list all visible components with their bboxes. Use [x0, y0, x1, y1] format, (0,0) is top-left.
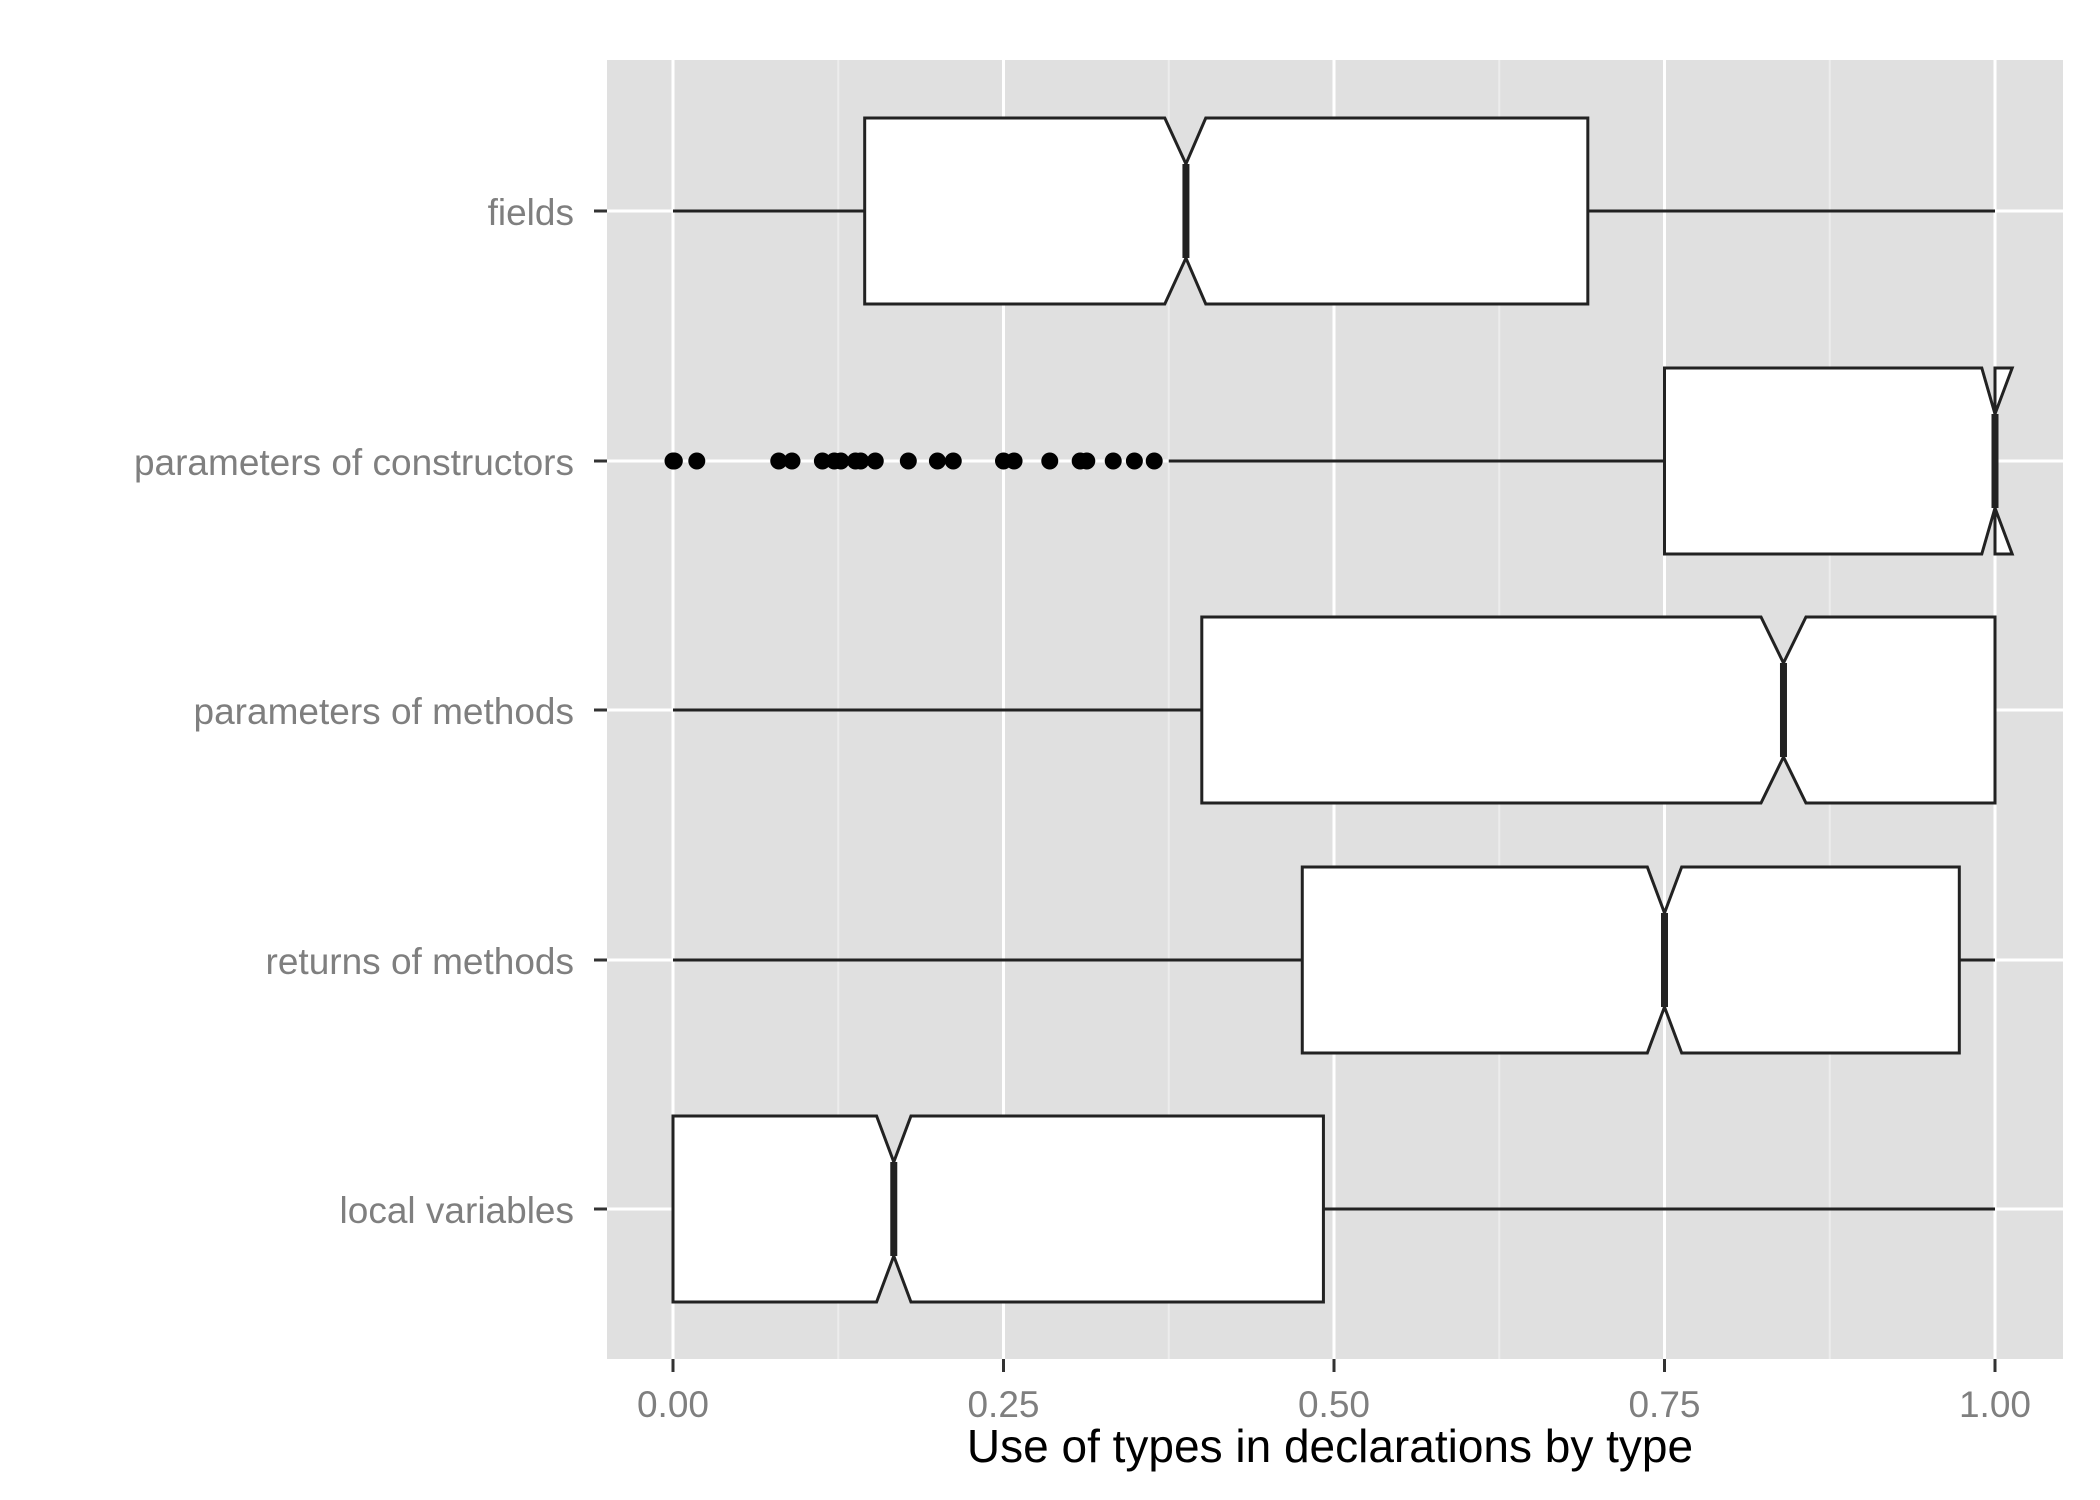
- y-tick-label: fields: [488, 192, 574, 233]
- outlier-point: [1005, 452, 1023, 470]
- box-body: [671, 1114, 1325, 1304]
- outlier-point: [1078, 452, 1096, 470]
- box-body: [1300, 865, 1961, 1055]
- outlier-point: [944, 452, 962, 470]
- box-returns-of-methods: [673, 865, 1995, 1055]
- box-body: [1200, 615, 1997, 805]
- x-tick-label: 0.75: [1628, 1384, 1700, 1425]
- outlier-point: [866, 452, 884, 470]
- x-axis: 0.00 0.25 0.50 0.75 1.00: [637, 1359, 2031, 1425]
- box-parameters-of-constructors: [664, 366, 2015, 556]
- outlier-point: [832, 452, 850, 470]
- outlier-point: [813, 452, 831, 470]
- y-tick-label: returns of methods: [266, 941, 574, 982]
- y-tick-label: parameters of constructors: [134, 442, 574, 483]
- outlier-point: [1104, 452, 1122, 470]
- x-tick-label: 0.00: [637, 1384, 709, 1425]
- y-tick-label: parameters of methods: [194, 691, 574, 732]
- outlier-point: [770, 452, 788, 470]
- x-tick-label: 1.00: [1959, 1384, 2031, 1425]
- box-local-variables: [671, 1114, 1995, 1304]
- outlier-point: [928, 452, 946, 470]
- outlier-point: [783, 452, 801, 470]
- box-parameters-of-methods: [673, 615, 1997, 805]
- outlier-point: [1125, 452, 1143, 470]
- box-plots: [664, 116, 2015, 1304]
- x-tick-label: 0.25: [967, 1384, 1039, 1425]
- outlier-point: [852, 452, 870, 470]
- box-body: [1663, 366, 2015, 556]
- y-tick-label: local variables: [340, 1190, 574, 1231]
- outlier-point: [1145, 452, 1163, 470]
- x-axis-title: Use of types in declarations by type: [967, 1420, 1693, 1472]
- outlier-point: [688, 452, 706, 470]
- box-body: [863, 116, 1590, 306]
- outlier-point: [665, 452, 683, 470]
- outlier-point: [899, 452, 917, 470]
- y-axis: fields parameters of constructors paramete…: [134, 192, 607, 1231]
- box-fields: [673, 116, 1995, 306]
- x-tick-label: 0.50: [1298, 1384, 1370, 1425]
- outlier-point: [1041, 452, 1059, 470]
